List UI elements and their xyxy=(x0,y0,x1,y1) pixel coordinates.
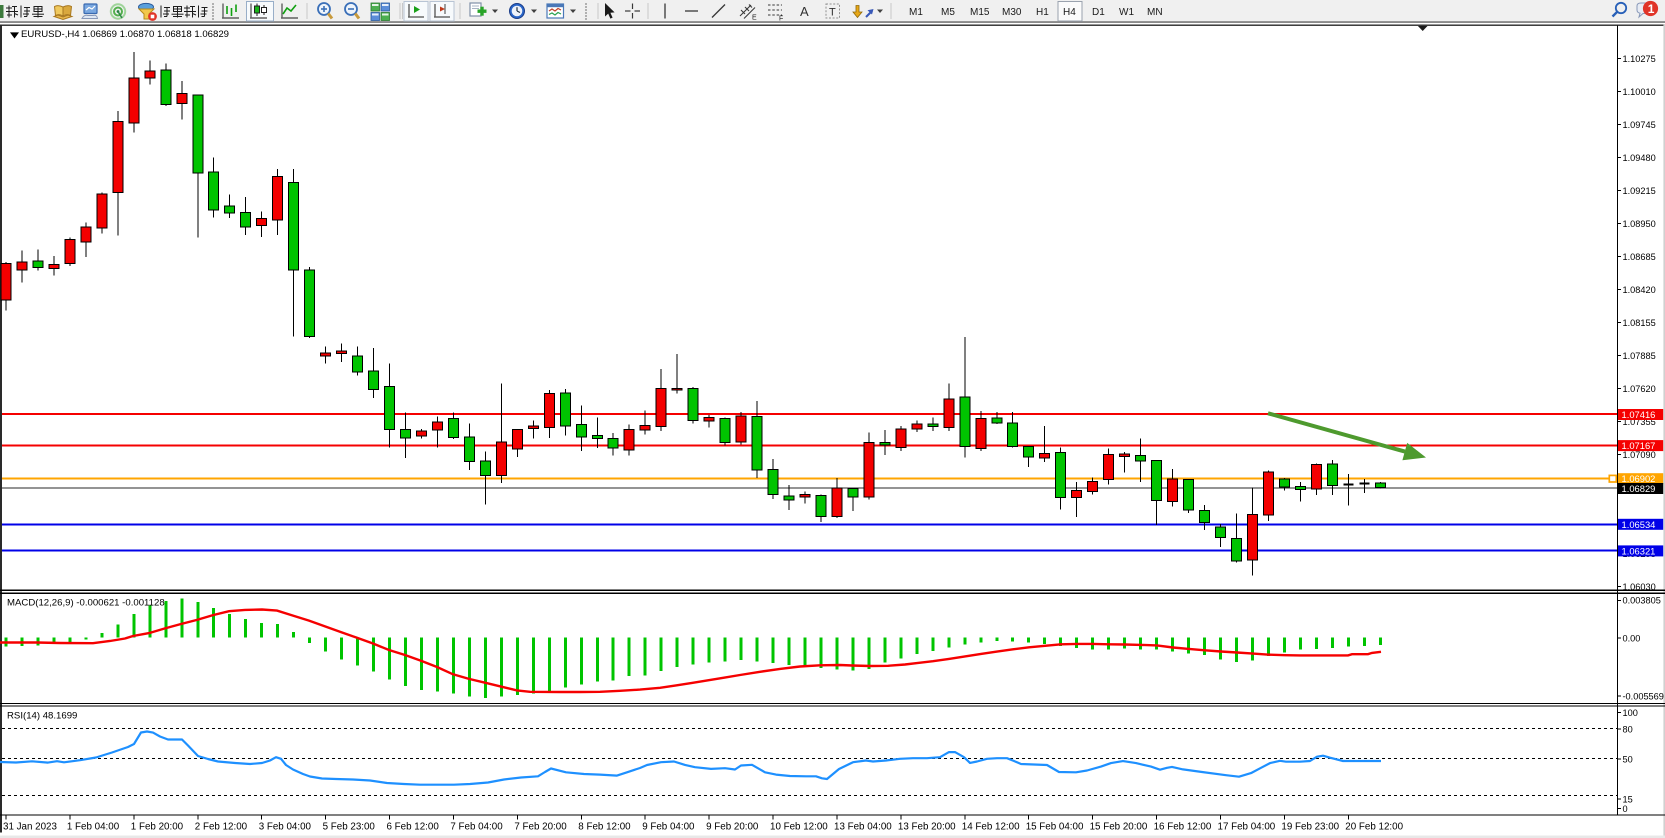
svg-text:D1: D1 xyxy=(1092,7,1105,18)
svg-text:2 Feb 12:00: 2 Feb 12:00 xyxy=(195,822,248,833)
svg-text:1.07090: 1.07090 xyxy=(1623,450,1656,460)
svg-text:1.06321: 1.06321 xyxy=(1622,545,1656,556)
svg-text:50: 50 xyxy=(1623,754,1633,764)
svg-text:15: 15 xyxy=(1623,794,1633,804)
svg-text:7 Feb 04:00: 7 Feb 04:00 xyxy=(450,822,503,833)
svg-text:M1: M1 xyxy=(909,7,923,18)
svg-text:1.06902: 1.06902 xyxy=(1622,473,1656,484)
svg-text:1.07355: 1.07355 xyxy=(1623,417,1656,427)
svg-text:0: 0 xyxy=(1623,804,1628,814)
svg-text:1.06829: 1.06829 xyxy=(1622,483,1656,494)
svg-text:14 Feb 12:00: 14 Feb 12:00 xyxy=(962,822,1020,833)
svg-text:15 Feb 04:00: 15 Feb 04:00 xyxy=(1026,822,1084,833)
svg-text:9 Feb 04:00: 9 Feb 04:00 xyxy=(642,822,695,833)
svg-text:13 Feb 20:00: 13 Feb 20:00 xyxy=(898,822,956,833)
svg-text:1 Feb 20:00: 1 Feb 20:00 xyxy=(131,822,184,833)
svg-text:15 Feb 20:00: 15 Feb 20:00 xyxy=(1090,822,1148,833)
svg-text:M30: M30 xyxy=(1002,7,1022,18)
svg-text:1.08685: 1.08685 xyxy=(1623,252,1656,262)
svg-text:RSI(14) 48.1699: RSI(14) 48.1699 xyxy=(7,711,77,722)
svg-text:MACD(12,26,9) -0.000621 -0.001: MACD(12,26,9) -0.000621 -0.001128 xyxy=(7,598,165,609)
svg-text:1.07167: 1.07167 xyxy=(1622,440,1656,451)
svg-text:1.09215: 1.09215 xyxy=(1623,186,1656,196)
svg-text:13 Feb 04:00: 13 Feb 04:00 xyxy=(834,822,892,833)
svg-text:31 Jan 2023: 31 Jan 2023 xyxy=(3,822,57,833)
svg-text:M15: M15 xyxy=(970,7,990,18)
svg-text:T: T xyxy=(829,7,836,19)
svg-text:6 Feb 12:00: 6 Feb 12:00 xyxy=(387,822,440,833)
svg-text:A: A xyxy=(800,4,809,19)
svg-text:W1: W1 xyxy=(1119,7,1134,18)
svg-text:16 Feb 12:00: 16 Feb 12:00 xyxy=(1154,822,1212,833)
svg-text:3 Feb 04:00: 3 Feb 04:00 xyxy=(259,822,312,833)
svg-text:1.07416: 1.07416 xyxy=(1622,409,1656,420)
svg-text:5 Feb 23:00: 5 Feb 23:00 xyxy=(323,822,376,833)
svg-text:1.08420: 1.08420 xyxy=(1623,285,1656,295)
svg-text:1.06534: 1.06534 xyxy=(1622,519,1656,530)
svg-text:80: 80 xyxy=(1623,724,1633,734)
svg-text:8 Feb 12:00: 8 Feb 12:00 xyxy=(578,822,631,833)
svg-text:10 Feb 12:00: 10 Feb 12:00 xyxy=(770,822,828,833)
svg-text:1.10010: 1.10010 xyxy=(1623,87,1656,97)
svg-text:1: 1 xyxy=(1648,2,1655,16)
svg-text:1.09480: 1.09480 xyxy=(1623,153,1656,163)
svg-text:1.10275: 1.10275 xyxy=(1623,54,1656,64)
svg-text:1.06030: 1.06030 xyxy=(1623,582,1656,592)
svg-text:M5: M5 xyxy=(941,7,955,18)
svg-text:MN: MN xyxy=(1147,7,1163,18)
svg-text:20 Feb 12:00: 20 Feb 12:00 xyxy=(1345,822,1403,833)
svg-text:0.00: 0.00 xyxy=(1623,634,1641,644)
svg-text:F: F xyxy=(779,16,783,23)
svg-text:H1: H1 xyxy=(1036,7,1049,18)
svg-text:EURUSD-,H4 1.06869 1.06870 1.: EURUSD-,H4 1.06869 1.06870 1.06818 1.068… xyxy=(21,29,229,40)
svg-text:7 Feb 20:00: 7 Feb 20:00 xyxy=(514,822,567,833)
svg-text:1.08950: 1.08950 xyxy=(1623,219,1656,229)
svg-text:100: 100 xyxy=(1623,708,1638,718)
svg-text:E: E xyxy=(752,15,757,22)
svg-text:1.08155: 1.08155 xyxy=(1623,318,1656,328)
svg-text:1.07620: 1.07620 xyxy=(1623,384,1656,394)
svg-text:1.07885: 1.07885 xyxy=(1623,351,1656,361)
svg-text:17 Feb 04:00: 17 Feb 04:00 xyxy=(1218,822,1276,833)
svg-text:9 Feb 20:00: 9 Feb 20:00 xyxy=(706,822,759,833)
svg-text:1.09745: 1.09745 xyxy=(1623,120,1656,130)
svg-text:19 Feb 23:00: 19 Feb 23:00 xyxy=(1281,822,1339,833)
svg-text:0.003805: 0.003805 xyxy=(1623,596,1661,606)
svg-text:-0.005569: -0.005569 xyxy=(1623,691,1664,701)
svg-text:1 Feb 04:00: 1 Feb 04:00 xyxy=(67,822,120,833)
svg-text:H4: H4 xyxy=(1063,7,1076,18)
